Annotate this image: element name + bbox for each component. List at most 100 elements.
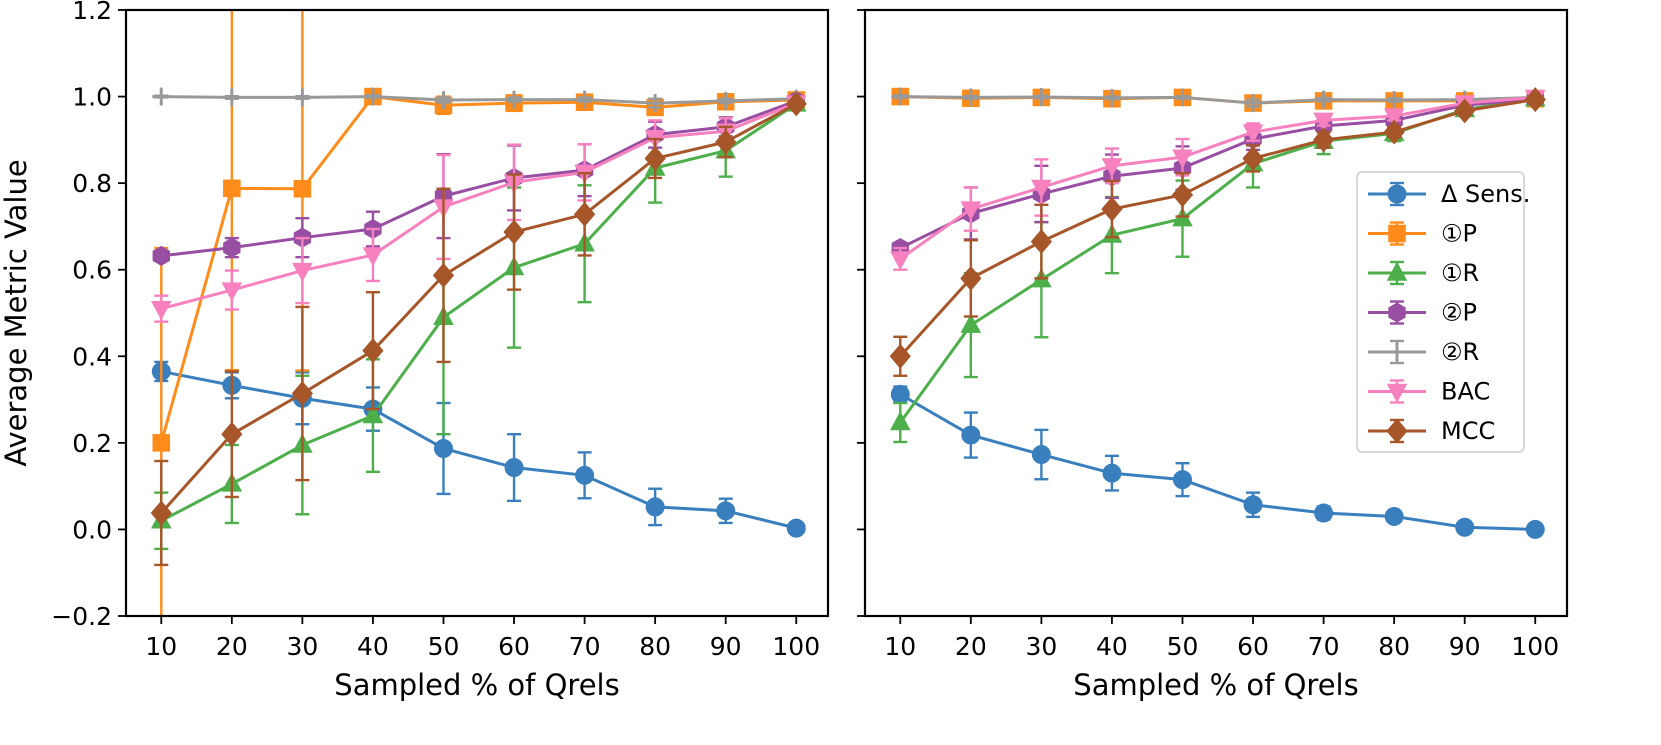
legend-marker [1386, 383, 1408, 403]
data-point [222, 88, 241, 107]
data-point [715, 129, 737, 155]
data-point [152, 434, 171, 452]
data-point [1384, 506, 1404, 526]
legend-item-mcc: MCC [1368, 417, 1495, 445]
x-tick-label: 100 [1511, 632, 1559, 661]
data-point [889, 251, 911, 271]
data-point [150, 500, 172, 526]
series-sens [151, 360, 806, 538]
data-point [1383, 119, 1405, 145]
y-tick-label: 0.4 [72, 342, 112, 371]
series-sens [890, 384, 1545, 539]
series-line [161, 95, 797, 105]
series-line [899, 393, 1536, 531]
data-point [1030, 229, 1052, 255]
data-point [960, 201, 982, 221]
data-point [362, 247, 384, 267]
y-axis-title: Average Metric Value [0, 159, 33, 466]
data-point [1172, 470, 1192, 490]
left-chart-panel: 10 20 30 40 50 60 70 80 90 100 −0.2 0.0 0.2 0.4 0.6 0.8… [0, 0, 830, 702]
left-plot-area [150, 10, 807, 616]
series-mcc [150, 91, 807, 567]
data-point [890, 384, 910, 404]
data-point [363, 87, 382, 106]
data-point [573, 201, 596, 227]
x-tick-label: 30 [1025, 632, 1057, 661]
x-tick-label: 60 [498, 632, 530, 661]
legend-label: ②R [1441, 338, 1479, 366]
y-tick-label: 0.0 [72, 515, 112, 544]
legend-label: ②P [1441, 299, 1477, 327]
data-point [889, 343, 911, 369]
x-tick-label: 20 [216, 632, 248, 661]
right-plot-area [889, 87, 1546, 539]
data-point [505, 90, 524, 109]
data-point [646, 94, 665, 113]
series-mcc [889, 87, 1546, 377]
data-point [1101, 158, 1123, 178]
data-point [575, 465, 595, 485]
data-point [785, 91, 807, 117]
data-point [223, 179, 241, 198]
data-point [503, 219, 525, 245]
legend-marker [1388, 224, 1406, 243]
data-point [152, 245, 170, 266]
legend-marker [1388, 302, 1406, 323]
data-point [223, 237, 241, 258]
x-tick-label: 80 [639, 632, 671, 661]
x-tick-label: 70 [569, 632, 601, 661]
data-point [1385, 91, 1404, 110]
legend-item-sens: Δ Sens. [1368, 180, 1530, 208]
data-point [432, 262, 455, 288]
left-axis-ticks: 10 20 30 40 50 60 70 80 90 100 −0.2 0.0 0.2 0.4 0.6 0.8… [51, 0, 820, 661]
data-point [1312, 127, 1335, 153]
x-tick-label: 30 [286, 632, 318, 661]
x-tick-label: 100 [772, 632, 820, 661]
legend-item-c2-p: ②P [1368, 299, 1477, 327]
x-tick-label: 10 [884, 632, 916, 661]
x-tick-label: 90 [1449, 632, 1481, 661]
series-bac [889, 89, 1546, 271]
data-point [716, 501, 736, 521]
y-tick-label: −0.2 [51, 602, 112, 631]
data-point [362, 338, 384, 364]
series-line [159, 95, 797, 444]
data-point [891, 87, 910, 106]
data-point [575, 90, 594, 109]
data-point [1454, 98, 1476, 124]
series-group [889, 87, 1546, 539]
legend-label: MCC [1441, 417, 1495, 445]
y-tick-label: 1.0 [72, 83, 112, 112]
data-point [152, 87, 171, 106]
left-x-axis-title: Sampled % of Qrels [334, 668, 619, 702]
y-tick-label: 0.2 [72, 429, 112, 458]
data-point [1524, 87, 1546, 113]
legend: Δ Sens. ①P ①R ②P ②R BAC MCC [1356, 171, 1530, 453]
x-tick-label: 40 [357, 632, 389, 661]
data-point [1172, 149, 1193, 169]
y-tick-label: 1.2 [72, 0, 112, 25]
data-point [1242, 124, 1264, 144]
x-tick-label: 20 [955, 632, 987, 661]
legend-marker [1386, 418, 1408, 444]
x-tick-label: 70 [1308, 632, 1340, 661]
data-point [889, 411, 911, 431]
x-tick-label: 40 [1096, 632, 1128, 661]
data-point [1243, 495, 1263, 515]
data-point [1101, 196, 1123, 222]
data-point [1244, 94, 1263, 113]
x-tick-label: 80 [1378, 632, 1410, 661]
legend-marker [1387, 184, 1407, 204]
legend-label: BAC [1441, 378, 1490, 406]
data-point [1173, 88, 1192, 107]
y-tick-label: 0.6 [72, 256, 112, 285]
series-c1-r [150, 92, 807, 551]
data-point [961, 88, 980, 107]
data-point [1242, 145, 1264, 171]
right-plot-frame [863, 8, 1569, 618]
data-point [1314, 503, 1334, 523]
legend-item-bac: BAC [1368, 378, 1490, 406]
legend-label: ①P [1441, 220, 1477, 248]
legend-label: ①R [1441, 259, 1479, 287]
